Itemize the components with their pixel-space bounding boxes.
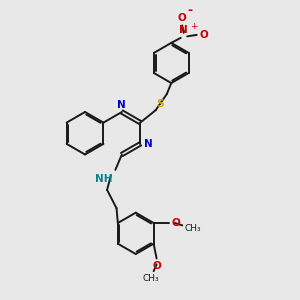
Text: N: N: [144, 139, 153, 149]
Text: S: S: [156, 99, 164, 109]
Text: N: N: [179, 26, 188, 35]
Text: O: O: [199, 30, 208, 40]
Text: O: O: [171, 218, 180, 228]
Text: O: O: [178, 13, 187, 23]
Text: O: O: [152, 261, 161, 271]
Text: NH: NH: [95, 174, 112, 184]
Text: N: N: [117, 100, 126, 110]
Text: -: -: [188, 4, 193, 17]
Text: +: +: [190, 22, 198, 31]
Text: CH₃: CH₃: [142, 274, 159, 283]
Text: CH₃: CH₃: [184, 224, 201, 233]
